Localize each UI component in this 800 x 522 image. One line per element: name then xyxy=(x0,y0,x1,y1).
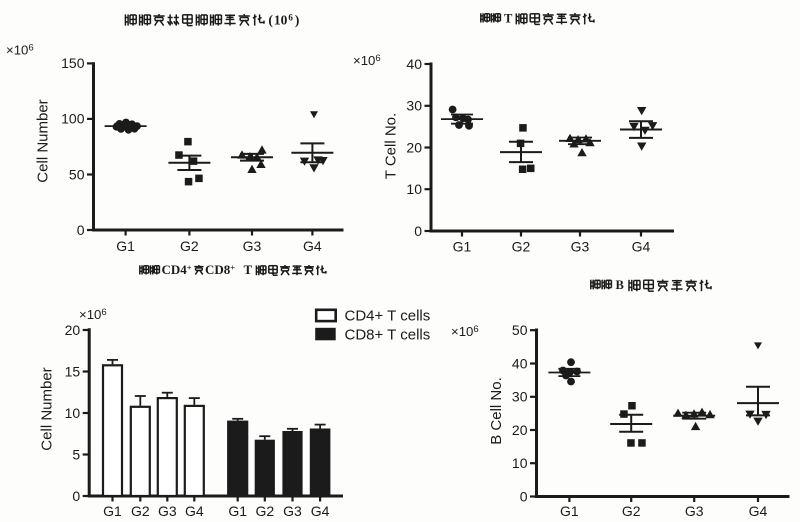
svg-text:G1: G1 xyxy=(228,503,247,519)
svg-text:G1: G1 xyxy=(560,503,579,519)
svg-text:×106: ×106 xyxy=(353,53,381,68)
svg-text:G2: G2 xyxy=(622,503,641,519)
svg-text:G2: G2 xyxy=(512,239,531,255)
svg-text:G4: G4 xyxy=(311,503,330,519)
svg-text:G4: G4 xyxy=(632,239,651,255)
svg-text:G2: G2 xyxy=(180,238,199,254)
svg-text:150: 150 xyxy=(61,55,85,71)
svg-text:G4: G4 xyxy=(185,503,204,519)
svg-text:CD4+: CD4+ xyxy=(162,262,192,277)
svg-text:40: 40 xyxy=(406,56,422,72)
svg-text:G2: G2 xyxy=(255,503,274,519)
svg-text:G1: G1 xyxy=(453,239,472,255)
svg-text:G3: G3 xyxy=(243,238,262,254)
svg-text:50: 50 xyxy=(69,166,85,182)
svg-text:(106): (106) xyxy=(268,12,299,27)
svg-text:10: 10 xyxy=(65,405,81,421)
svg-text:×106: ×106 xyxy=(79,307,107,322)
svg-text:G1: G1 xyxy=(116,238,135,254)
svg-text:5: 5 xyxy=(72,446,80,462)
svg-text:Cell Number: Cell Number xyxy=(39,367,56,450)
svg-text:T Cell No.: T Cell No. xyxy=(383,113,400,179)
svg-text:20: 20 xyxy=(65,322,81,338)
svg-text:20: 20 xyxy=(512,422,528,438)
svg-text:T: T xyxy=(504,12,513,26)
svg-text:40: 40 xyxy=(512,355,528,371)
svg-text:0: 0 xyxy=(72,488,80,504)
svg-text:10: 10 xyxy=(512,455,528,471)
svg-text:CD4+ T cells: CD4+ T cells xyxy=(345,308,431,325)
svg-text:G3: G3 xyxy=(571,239,590,255)
svg-text:0: 0 xyxy=(77,222,85,238)
svg-text:G4: G4 xyxy=(749,503,768,519)
svg-text:50: 50 xyxy=(512,322,528,338)
svg-text:CD8+: CD8+ xyxy=(205,262,235,277)
svg-text:T: T xyxy=(244,262,253,277)
svg-text:0: 0 xyxy=(520,488,528,504)
svg-text:20: 20 xyxy=(406,139,422,155)
svg-text:G2: G2 xyxy=(131,503,150,519)
svg-text:30: 30 xyxy=(406,98,422,114)
svg-text:G3: G3 xyxy=(685,503,704,519)
svg-text:Cell Number: Cell Number xyxy=(35,99,52,182)
svg-text:×106: ×106 xyxy=(6,43,34,58)
svg-text:B Cell No.: B Cell No. xyxy=(488,377,505,445)
svg-text:G1: G1 xyxy=(103,503,122,519)
svg-text:B: B xyxy=(616,278,624,292)
svg-text:G4: G4 xyxy=(303,238,322,254)
svg-text:10: 10 xyxy=(406,181,422,197)
svg-text:CD8+ T cells: CD8+ T cells xyxy=(345,326,431,343)
svg-text:30: 30 xyxy=(512,389,528,405)
svg-text:15: 15 xyxy=(65,363,81,379)
svg-text:100: 100 xyxy=(61,111,85,127)
svg-text:×106: ×106 xyxy=(451,324,479,339)
svg-text:G3: G3 xyxy=(158,503,177,519)
svg-text:G3: G3 xyxy=(283,503,302,519)
svg-text:0: 0 xyxy=(414,223,422,239)
